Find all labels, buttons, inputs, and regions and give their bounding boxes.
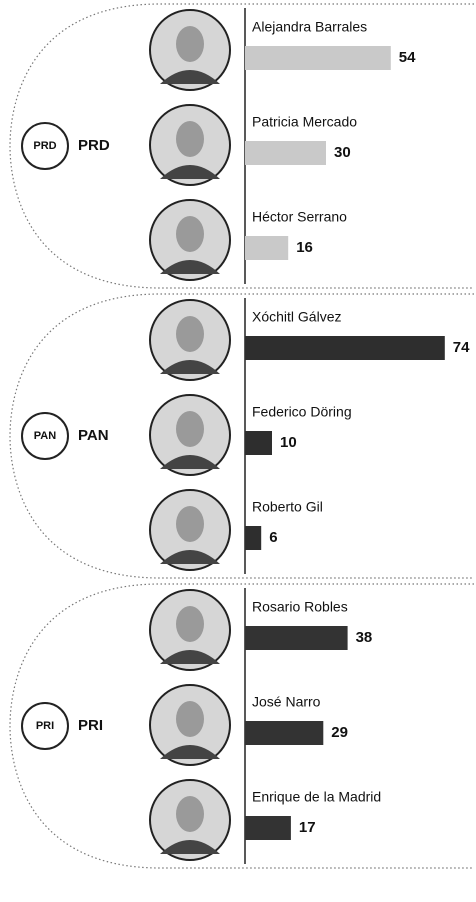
party-label: PAN [78, 427, 109, 444]
value-label: 38 [356, 629, 373, 646]
photo-shoulders [160, 260, 220, 274]
photo-shoulders [160, 165, 220, 179]
bar [245, 236, 289, 260]
value-label: 16 [296, 239, 313, 256]
photo-face [176, 26, 204, 62]
party-logo [21, 122, 69, 170]
value-label: 54 [399, 49, 416, 66]
candidate-name: Roberto Gil [252, 499, 323, 515]
candidate-name: José Narro [252, 694, 321, 710]
party-logo-text: PRD [33, 140, 56, 152]
party-logo-text: PRI [36, 720, 54, 732]
party-label: PRD [78, 137, 110, 154]
party-logo [21, 412, 69, 460]
value-label: 30 [334, 144, 351, 161]
party-logo [21, 702, 69, 750]
section-outline [9, 3, 474, 289]
photo-face [176, 606, 204, 642]
photo-face [176, 121, 204, 157]
candidate-name: Héctor Serrano [252, 209, 347, 225]
value-label: 10 [280, 434, 297, 451]
photo-face [176, 316, 204, 352]
candidate-name: Alejandra Barrales [252, 19, 367, 35]
photo-face [176, 411, 204, 447]
photo-face [176, 506, 204, 542]
party-logo-text: PAN [34, 430, 56, 442]
candidate-name: Federico Döring [252, 404, 352, 420]
bar [245, 721, 324, 745]
value-label: 74 [453, 339, 470, 356]
photo-face [176, 796, 204, 832]
bar [245, 336, 445, 360]
candidate-name: Xóchitl Gálvez [252, 309, 341, 325]
party-label: PRI [78, 717, 103, 734]
value-label: 17 [299, 819, 316, 836]
bar [245, 141, 326, 165]
section-outline [9, 293, 474, 579]
photo-shoulders [160, 550, 220, 564]
photo-shoulders [160, 745, 220, 759]
bar [245, 526, 262, 550]
bar [245, 626, 348, 650]
candidate-name: Patricia Mercado [252, 114, 357, 130]
photo-shoulders [160, 70, 220, 84]
candidate-name: Rosario Robles [252, 599, 348, 615]
bar [245, 816, 291, 840]
bar [245, 431, 272, 455]
photo-shoulders [160, 360, 220, 374]
photo-shoulders [160, 650, 220, 664]
candidate-name: Enrique de la Madrid [252, 789, 381, 805]
photo-face [176, 701, 204, 737]
bar [245, 46, 391, 70]
value-label: 29 [331, 724, 348, 741]
section-outline [9, 583, 474, 869]
photo-face [176, 216, 204, 252]
photo-shoulders [160, 455, 220, 469]
photo-shoulders [160, 840, 220, 854]
value-label: 6 [269, 529, 277, 546]
